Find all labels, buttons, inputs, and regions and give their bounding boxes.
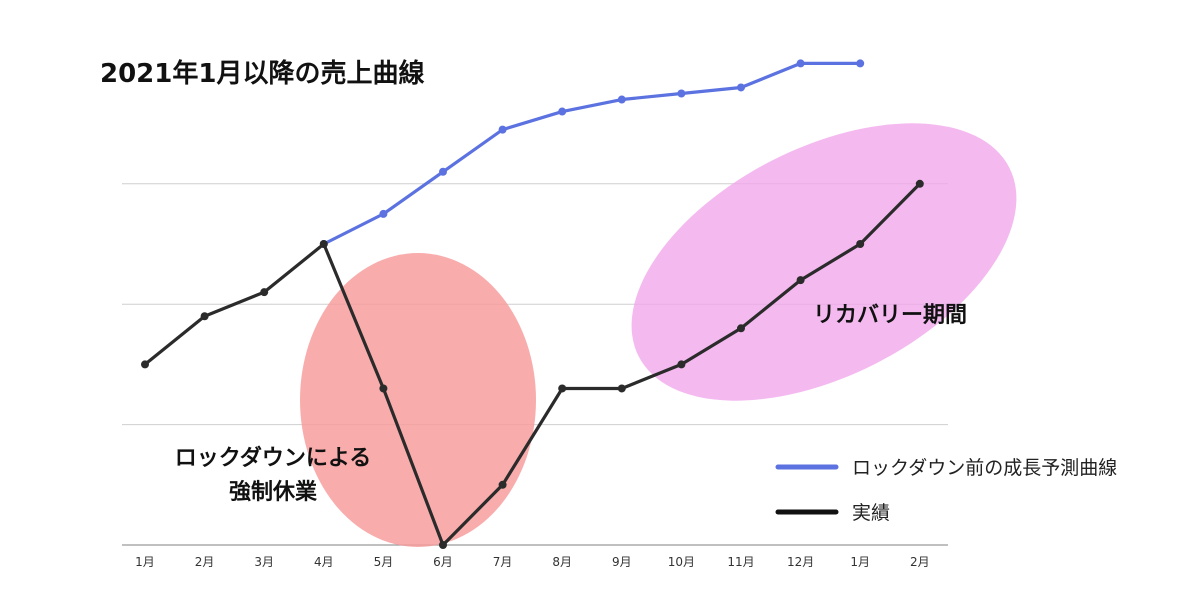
x-tick-label: 1月 [135,555,155,569]
data-point [379,209,388,218]
data-point [677,360,686,369]
x-tick-label: 8月 [552,555,572,569]
x-tick-label: 10月 [668,555,695,569]
x-tick-label: 7月 [493,555,513,569]
legend: ロックダウン前の成長予測曲線 実績 [775,457,1117,524]
legend-label-forecast: ロックダウン前の成長予測曲線 [852,457,1117,479]
data-point [677,89,686,98]
x-axis-ticks: 1月 2月 3月 4月 5月 6月 7月 8月 9月 10月 11月 12月 1月 2月 [135,555,929,569]
data-point [617,384,626,393]
x-tick-label: 4月 [314,555,334,569]
data-point [260,288,269,297]
x-tick-label: 12月 [787,555,814,569]
data-point [439,541,447,549]
series-layer [141,59,924,549]
recovery-highlight [631,123,1017,401]
series-line [143,182,922,547]
data-point [141,360,149,369]
lockdown-highlight [300,253,536,547]
data-point [439,167,447,176]
series-1 [141,179,924,549]
data-point [856,59,865,68]
data-point [498,125,507,134]
data-point [856,240,865,248]
data-point [498,480,507,489]
x-tick-label: 1月 [850,555,870,569]
data-point [200,312,209,321]
x-tick-label: 6月 [433,555,453,569]
x-tick-label: 2月 [910,555,930,569]
legend-label-actual: 実績 [852,502,890,524]
data-point [617,95,626,104]
x-tick-label: 2月 [195,555,215,569]
x-tick-label: 3月 [254,555,274,569]
data-point [737,83,745,92]
data-point [915,179,924,188]
data-point [319,240,328,248]
data-point [796,59,805,68]
lockdown-annotation-line2: 強制休業 [229,479,318,505]
recovery-annotation: リカバリー期間 [813,303,967,328]
x-tick-label: 9月 [612,555,632,569]
x-tick-label: 5月 [374,555,394,569]
lockdown-annotation-line1: ロックダウンによる [175,445,371,471]
x-tick-label: 11月 [727,555,754,569]
data-point [379,384,388,393]
data-point [737,324,745,333]
data-point [558,107,567,116]
data-point [796,276,805,285]
chart-title: 2021年1月以降の売上曲線 [100,58,424,89]
data-point [558,384,567,393]
series-line [322,61,862,246]
